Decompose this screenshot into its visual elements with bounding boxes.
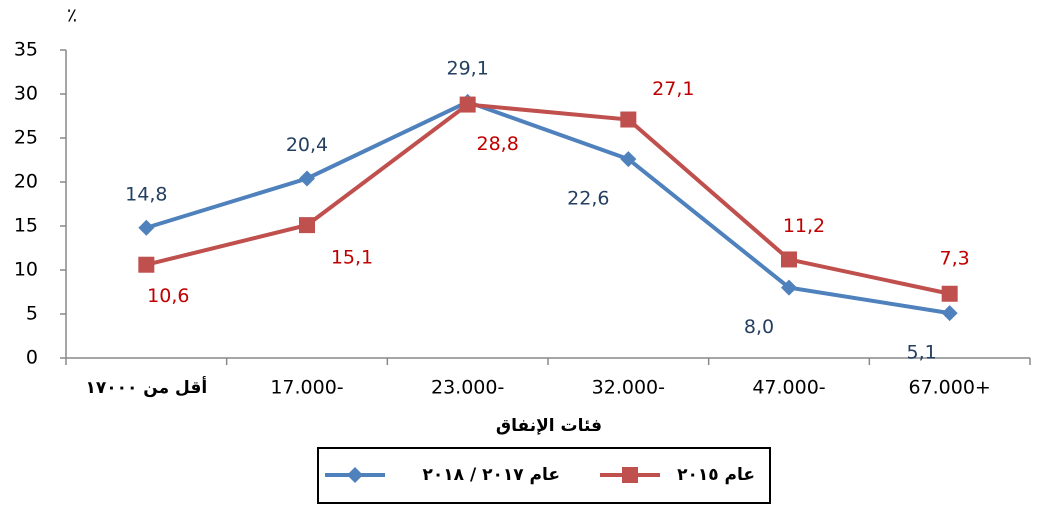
- point: [138, 219, 155, 236]
- data-label: 8,0: [744, 316, 774, 338]
- y-tick-label: 5: [26, 303, 38, 325]
- data-label: 20,4: [286, 134, 328, 156]
- x-tick-label: 67.000+: [908, 377, 990, 399]
- point: [620, 111, 637, 128]
- y-tick-label: 15: [14, 215, 38, 237]
- y-tick-label: 25: [14, 127, 38, 149]
- x-tick-label: 17.000-: [270, 377, 343, 399]
- point: [138, 256, 155, 273]
- x-axis-title: فئات الإنفاق: [496, 416, 602, 436]
- legend-label: عام ٢٠١٧ / ٢٠١٨: [423, 465, 560, 485]
- data-label: 5,1: [907, 342, 937, 364]
- x-tick-label: 32.000-: [592, 377, 665, 399]
- data-label: 14,8: [125, 183, 167, 205]
- point: [781, 251, 797, 268]
- data-label: 11,2: [783, 215, 825, 237]
- legend-box: [317, 447, 771, 504]
- y-tick-label: 0: [26, 347, 38, 369]
- y-tick-label: 35: [14, 39, 38, 61]
- point: [941, 305, 958, 322]
- data-label: 10,6: [147, 285, 189, 307]
- point: [299, 170, 315, 187]
- y-tick-label: 30: [14, 83, 38, 105]
- series-line: [145, 102, 951, 296]
- point: [299, 217, 315, 234]
- data-label: 7,3: [940, 247, 970, 269]
- point: [781, 279, 797, 296]
- x-tick-label: أقل من ١٧٠٠٠: [85, 376, 207, 398]
- y-tick-label: 20: [14, 171, 38, 193]
- legend-marker: [622, 467, 638, 483]
- legend-marker: [347, 467, 363, 483]
- data-label: 22,6: [567, 188, 609, 210]
- series-line: [145, 99, 950, 316]
- point: [620, 151, 637, 168]
- y-unit: ٪: [67, 5, 77, 27]
- data-label: 28,8: [477, 133, 519, 155]
- x-tick-label: 47.000-: [752, 377, 825, 399]
- point: [459, 96, 476, 113]
- data-label: 29,1: [447, 57, 489, 79]
- point: [941, 285, 958, 302]
- y-tick-label: 10: [14, 259, 38, 281]
- legend-label: عام ٢٠١٥: [677, 465, 755, 485]
- data-label: 27,1: [652, 78, 694, 100]
- data-label: 15,1: [331, 247, 373, 269]
- x-tick-label: 23.000-: [431, 377, 504, 399]
